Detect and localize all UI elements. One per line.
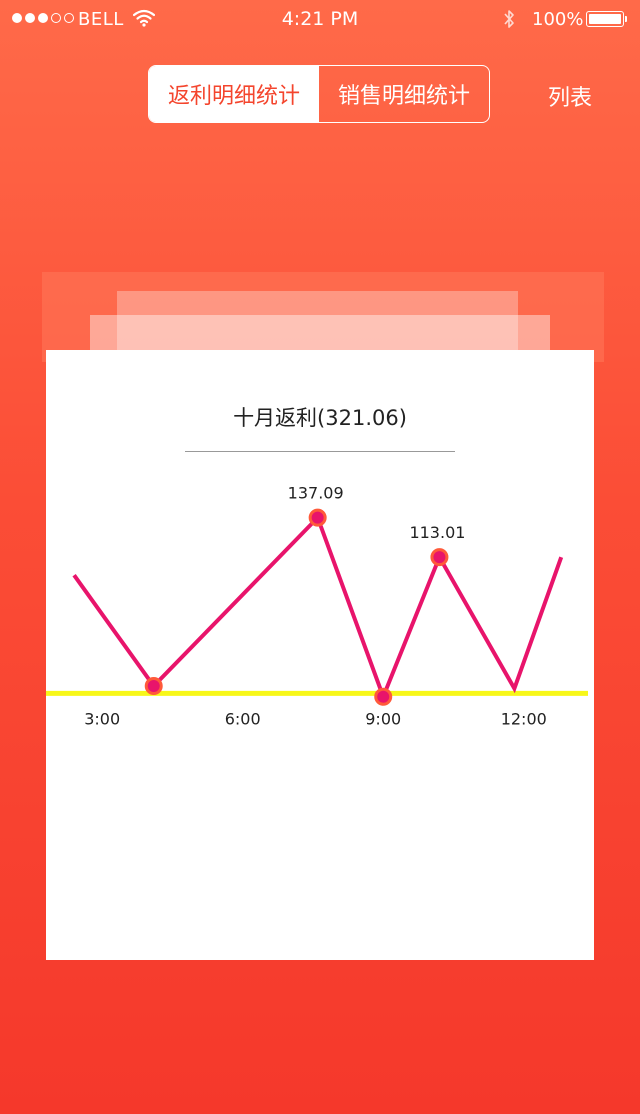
data-label: 113.01 [409, 523, 465, 542]
statistics-tab-switcher: 返利明细统计 销售明细统计 [148, 65, 490, 123]
list-button[interactable]: 列表 [548, 86, 593, 111]
data-point [430, 548, 449, 567]
carrier-name: BELL [78, 9, 124, 30]
x-tick-label: 3:00 [84, 709, 120, 728]
data-point [144, 677, 163, 696]
tab-rebate-statistics[interactable]: 返利明细统计 [149, 66, 319, 122]
card-stack-shadow [42, 272, 604, 362]
rebate-line-chart: 3:00 6:00 9:00 12:00 137.09 113.01 [46, 484, 588, 728]
data-point [374, 687, 393, 706]
battery-percentage: 100% [532, 9, 584, 30]
signal-strength-icon [12, 13, 74, 23]
bluetooth-icon [502, 8, 516, 34]
battery-icon [586, 11, 624, 27]
x-tick-label: 12:00 [501, 709, 547, 728]
data-label: 137.09 [288, 484, 344, 503]
wifi-icon [132, 9, 156, 31]
battery-tip [625, 16, 627, 22]
title-divider [185, 451, 455, 452]
x-tick-label: 6:00 [225, 709, 261, 728]
status-bar: BELL 4:21 PM 100% [0, 0, 640, 40]
card-stack-layer [117, 291, 518, 361]
series-line [72, 513, 564, 703]
chart-card: 十月返利(321.06) 3:00 6:00 9:00 12:00 137.09 113.… [46, 350, 594, 960]
chart-title: 十月返利(321.06) [233, 406, 407, 430]
x-tick-label: 9:00 [365, 709, 401, 728]
tab-sales-statistics[interactable]: 销售明细统计 [337, 84, 470, 109]
data-point [308, 508, 327, 527]
status-time: 4:21 PM [281, 8, 359, 30]
